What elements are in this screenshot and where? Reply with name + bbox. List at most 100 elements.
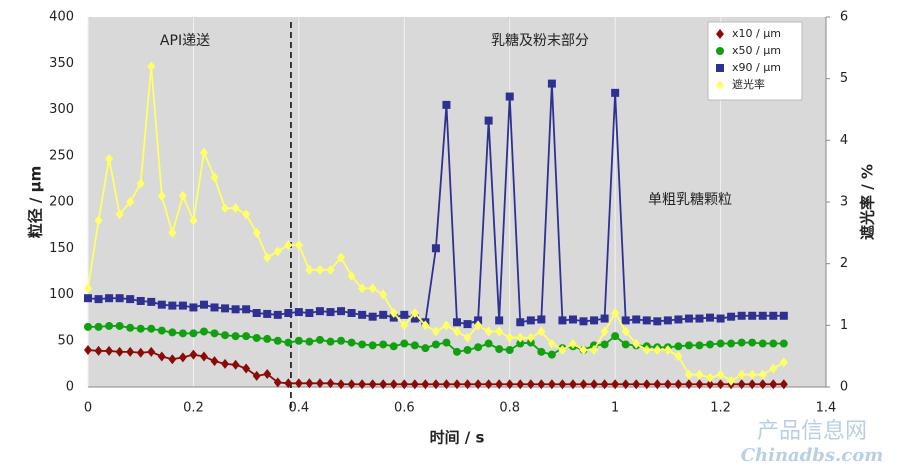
x-tick-label: 0.6 [394, 401, 415, 416]
data-point [315, 307, 324, 316]
data-point [136, 324, 145, 333]
data-point [600, 379, 609, 390]
data-point [379, 289, 388, 300]
data-point [94, 295, 103, 304]
data-point [516, 332, 525, 343]
data-point [621, 326, 630, 337]
data-point [421, 320, 430, 331]
data-point [442, 338, 451, 347]
watermark: Chinadbs.com [741, 445, 884, 466]
y-tick-label: 300 [49, 102, 74, 117]
data-point [737, 379, 746, 390]
data-point [126, 197, 135, 207]
data-point [400, 320, 409, 331]
data-point [495, 326, 504, 337]
data-point [779, 311, 788, 320]
data-point [611, 88, 620, 97]
x-axis-label: 时间 / s [430, 429, 485, 447]
data-point [294, 336, 303, 345]
data-point [537, 315, 546, 324]
data-point [779, 339, 788, 348]
data-point [653, 379, 662, 390]
data-point [84, 283, 92, 294]
data-point [579, 317, 588, 326]
data-point [674, 315, 683, 324]
data-point [337, 252, 346, 263]
data-point [568, 379, 577, 390]
data-point [84, 345, 92, 355]
data-point [769, 339, 778, 348]
data-point [674, 342, 683, 351]
data-point [231, 359, 240, 370]
data-point [115, 346, 124, 357]
data-point [136, 347, 145, 358]
data-point [590, 379, 599, 390]
data-point [505, 332, 514, 343]
data-point [337, 336, 346, 345]
data-point [347, 271, 356, 281]
data-point [632, 315, 641, 324]
data-point [105, 345, 114, 356]
data-point [115, 294, 124, 303]
data-point [389, 342, 398, 351]
legend-box [707, 21, 803, 101]
data-point [284, 378, 293, 389]
data-point [505, 379, 514, 390]
y2-tick-label: 4 [840, 133, 848, 148]
data-point [674, 379, 683, 390]
data-point [706, 313, 715, 322]
data-point [379, 379, 388, 390]
data-point [252, 227, 261, 238]
data-point [273, 246, 282, 257]
data-point [695, 379, 704, 390]
data-point [642, 316, 651, 325]
data-point [463, 320, 472, 329]
data-point [157, 326, 166, 335]
y2-tick-label: 0 [840, 380, 848, 395]
data-point [474, 320, 483, 331]
data-point [695, 341, 704, 350]
y-tick-label: 350 [49, 56, 74, 71]
data-point [748, 311, 757, 320]
data-point [147, 297, 156, 306]
data-point [305, 309, 314, 317]
data-point [484, 326, 493, 337]
data-point [526, 379, 535, 390]
data-point [537, 326, 546, 337]
data-point [495, 379, 504, 390]
data-point [453, 326, 461, 337]
x-tick-label: 1 [611, 401, 619, 416]
data-point [516, 379, 525, 390]
data-point [600, 326, 609, 337]
y-tick-label: 150 [49, 241, 74, 256]
data-point [358, 379, 367, 390]
data-point [474, 343, 483, 352]
data-point [221, 331, 230, 340]
y2-tick-label: 6 [840, 10, 848, 25]
y2-axis-label: 遮光率 / % [859, 164, 877, 240]
data-point [189, 329, 198, 338]
data-point [442, 320, 451, 331]
data-point [737, 311, 746, 320]
data-point [379, 310, 388, 319]
data-point [147, 346, 156, 357]
data-point [221, 203, 230, 214]
data-point [516, 339, 525, 348]
data-point [695, 314, 704, 323]
data-point [368, 312, 377, 321]
data-point [748, 379, 757, 390]
data-point [126, 295, 135, 304]
data-point [684, 369, 693, 380]
data-point [410, 379, 419, 390]
data-point [421, 344, 430, 353]
data-point [242, 332, 251, 341]
data-point [105, 321, 114, 330]
data-point [558, 345, 567, 355]
data-point [779, 379, 788, 390]
data-point [505, 346, 514, 354]
data-point [379, 340, 388, 349]
data-point [94, 215, 103, 226]
data-point [611, 379, 620, 390]
data-point [368, 341, 377, 350]
